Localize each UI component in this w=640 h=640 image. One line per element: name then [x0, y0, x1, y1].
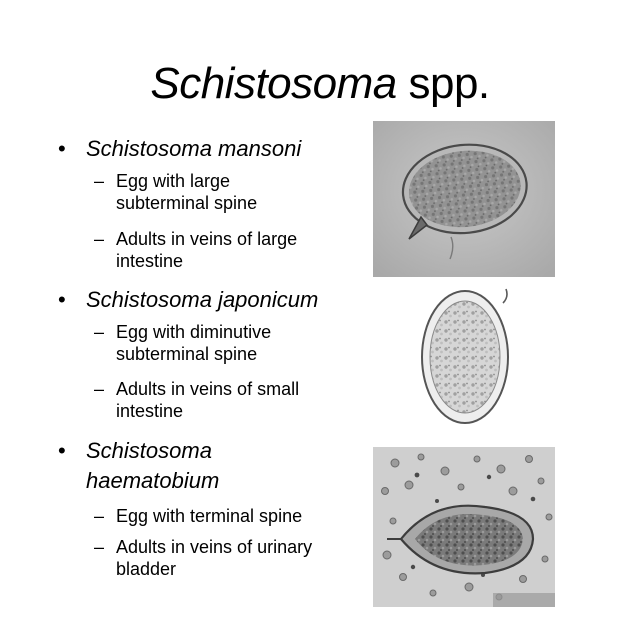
bullet-heading-haematobium-line2: haematobium: [86, 468, 219, 494]
japonicum-egg-micrograph: [417, 283, 517, 429]
mansoni-egg-micrograph: [373, 121, 555, 277]
sub-item-line: subterminal spine: [116, 192, 356, 214]
sub-item-line: Adults in veins of large: [116, 228, 356, 250]
slide-title-genus: Schistosoma: [150, 59, 396, 108]
sub-item-line: Egg with terminal spine: [116, 505, 356, 527]
dash-marker: –: [94, 170, 104, 192]
sub-item-line: Adults in veins of small: [116, 378, 356, 400]
bullet-dot: •: [58, 438, 66, 464]
bullet-heading-haematobium-line1: Schistosoma: [86, 438, 212, 464]
bullet-heading-japonicum: Schistosoma japonicum: [86, 287, 318, 313]
sub-item-line: Egg with large: [116, 170, 356, 192]
dash-marker: –: [94, 321, 104, 343]
bullet-dot: •: [58, 287, 66, 313]
dash-marker: –: [94, 378, 104, 400]
sub-item-line: intestine: [116, 250, 356, 272]
slide-title: Schistosoma spp.: [0, 56, 640, 112]
slide-title-suffix: spp.: [397, 59, 490, 108]
dash-marker: –: [94, 228, 104, 250]
bullet-dot: •: [58, 136, 66, 162]
haematobium-egg-micrograph: [373, 447, 555, 607]
sub-item-line: Adults in veins of urinary: [116, 536, 356, 558]
sub-item-line: subterminal spine: [116, 343, 356, 365]
sub-item-line: intestine: [116, 400, 356, 422]
bullet-heading-mansoni: Schistosoma mansoni: [86, 136, 301, 162]
dash-marker: –: [94, 536, 104, 558]
sub-item-line: bladder: [116, 558, 356, 580]
sub-item-line: Egg with diminutive: [116, 321, 356, 343]
dash-marker: –: [94, 505, 104, 527]
